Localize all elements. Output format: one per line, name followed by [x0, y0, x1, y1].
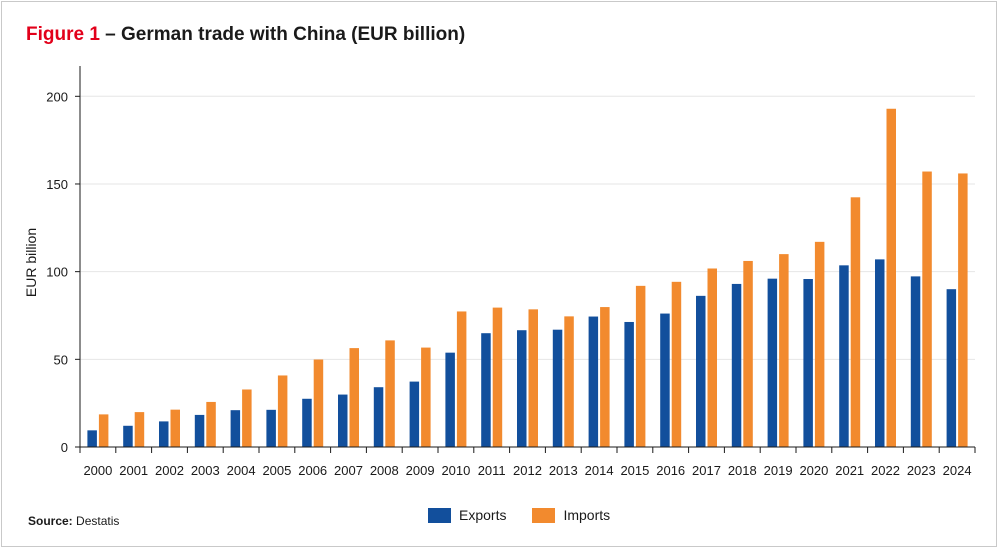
chart-legend: Exports Imports	[428, 505, 636, 525]
bar-exports	[731, 283, 742, 447]
x-tick-label: 2017	[692, 463, 721, 478]
x-tick-label: 2021	[835, 463, 864, 478]
x-tick-label: 2022	[871, 463, 900, 478]
bar-imports	[134, 412, 145, 447]
bar-imports	[242, 389, 252, 447]
bar-exports	[266, 409, 276, 447]
x-tick-label: 2012	[513, 463, 542, 478]
bar-exports	[552, 329, 563, 447]
figure-title: Figure 1 – German trade with China (EUR …	[26, 24, 465, 46]
y-axis-title: EUR billion	[23, 228, 39, 297]
x-tick-label: 2009	[406, 463, 435, 478]
x-tick-label: 2010	[441, 463, 470, 478]
x-tick-label: 2013	[549, 463, 578, 478]
bar-exports	[767, 278, 778, 447]
x-tick-label: 2004	[227, 463, 256, 478]
x-tick-label: 2000	[83, 463, 112, 478]
bar-imports	[421, 347, 431, 447]
bar-exports	[910, 276, 921, 447]
x-tick-label: 2015	[620, 463, 649, 478]
x-tick-label: 2018	[728, 463, 757, 478]
x-tick-label: 2020	[799, 463, 828, 478]
source-text: Destatis	[72, 514, 120, 528]
bar-imports	[635, 285, 646, 447]
bar-exports	[875, 259, 885, 447]
bar-exports	[696, 295, 706, 447]
bar-imports	[206, 401, 216, 447]
bar-imports	[707, 268, 717, 447]
bar-imports	[850, 197, 861, 447]
bar-imports	[492, 307, 503, 447]
bar-exports	[946, 289, 957, 447]
bar-exports	[230, 410, 241, 447]
y-tick-label: 0	[61, 440, 68, 455]
bar-imports	[922, 171, 932, 447]
bar-exports	[660, 313, 670, 447]
x-tick-label: 2014	[585, 463, 614, 478]
y-tick-label: 200	[46, 89, 68, 104]
bar-exports	[302, 398, 312, 447]
bar-exports	[87, 430, 97, 447]
bar-imports	[886, 108, 896, 448]
x-tick-label: 2008	[370, 463, 399, 478]
bar-exports	[588, 316, 599, 447]
x-tick-label: 2006	[298, 463, 327, 478]
y-tick-label: 150	[46, 177, 68, 192]
bar-imports	[671, 281, 682, 447]
x-tick-label: 2007	[334, 463, 363, 478]
bar-exports	[338, 394, 348, 447]
x-tick-label: 2002	[155, 463, 184, 478]
bar-exports	[194, 414, 205, 447]
bar-exports	[373, 387, 384, 447]
x-tick-label: 2005	[262, 463, 291, 478]
figure-title-text: – German trade with China (EUR billion)	[99, 24, 466, 45]
bar-exports	[159, 421, 169, 447]
bar-imports	[349, 348, 359, 447]
bar-exports	[839, 265, 849, 447]
bar-exports	[481, 333, 491, 447]
x-tick-label: 2024	[943, 463, 972, 478]
y-tick-label: 100	[46, 265, 68, 280]
bar-imports	[385, 340, 395, 447]
x-tick-label: 2023	[907, 463, 936, 478]
bar-imports	[98, 414, 109, 447]
legend-item-exports: Exports	[428, 507, 506, 523]
y-tick-label: 50	[54, 352, 68, 367]
bar-imports	[528, 309, 538, 447]
bar-imports	[170, 409, 180, 447]
bar-exports	[123, 425, 133, 447]
x-tick-label: 2019	[764, 463, 793, 478]
source-label: Source:	[28, 514, 73, 528]
bar-imports	[313, 359, 324, 447]
x-tick-label: 2016	[656, 463, 685, 478]
figure-number: Figure 1	[26, 24, 100, 45]
legend-label-imports: Imports	[563, 507, 611, 523]
bar-imports	[743, 260, 753, 447]
bar-imports	[564, 316, 574, 447]
legend-swatch-exports	[428, 507, 451, 523]
bar-imports	[779, 254, 789, 447]
bar-exports	[803, 279, 813, 447]
legend-label-exports: Exports	[459, 507, 507, 523]
bar-imports	[277, 375, 288, 447]
bar-exports	[624, 321, 634, 447]
bar-exports	[517, 330, 527, 447]
bar-imports	[456, 311, 467, 447]
bar-exports	[409, 381, 420, 447]
bar-imports	[958, 173, 968, 447]
legend-swatch-imports	[532, 507, 556, 523]
x-tick-label: 2011	[478, 463, 506, 478]
source-note: Source: Destatis	[28, 514, 119, 528]
bar-exports	[445, 352, 455, 447]
x-tick-label: 2001	[119, 463, 148, 478]
bar-imports	[814, 241, 825, 447]
legend-item-imports: Imports	[532, 507, 610, 523]
x-tick-label: 2003	[191, 463, 220, 478]
bar-imports	[600, 307, 610, 447]
